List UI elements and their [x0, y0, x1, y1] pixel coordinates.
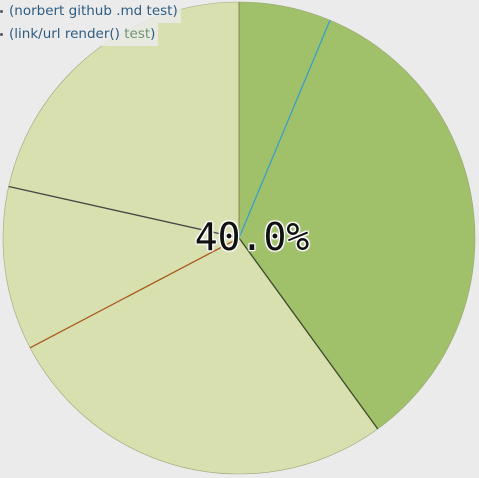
pie-slice-0[interactable] — [239, 2, 330, 238]
pie-slice-3[interactable] — [2, 186, 240, 348]
slice-divider-1 — [238, 19, 331, 239]
legend-bullet — [0, 33, 3, 36]
pie-slice-4[interactable] — [8, 2, 240, 238]
pie-slice-2[interactable] — [30, 238, 378, 474]
slice-divider-3 — [29, 237, 240, 349]
pie-slice-1[interactable] — [239, 20, 476, 429]
legend-bullet — [0, 10, 3, 13]
slice-divider-4 — [8, 185, 240, 239]
legend-label: (link/url render() test) — [6, 23, 159, 46]
slice-divider-2 — [238, 237, 379, 430]
legend-label: (norbert github .md test) — [6, 0, 181, 23]
center-percentage-label: 40.0% — [194, 215, 310, 259]
